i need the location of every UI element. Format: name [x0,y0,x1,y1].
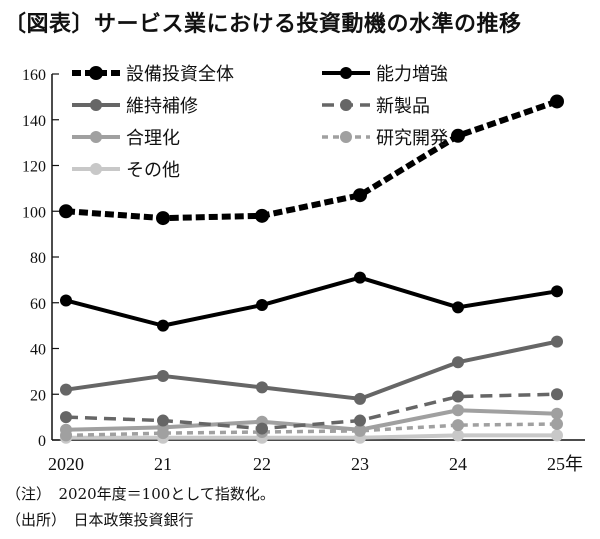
x-tick-label: 23 [351,454,369,474]
data-point [353,188,367,203]
y-tick-label: 40 [30,342,46,359]
legend-item: 設備投資全体 [72,64,234,85]
data-point [550,94,564,109]
series-1 [59,94,564,226]
data-point [354,271,366,284]
legend-item: 合理化 [72,128,180,149]
data-point [60,411,72,424]
legend-label: 維持補修 [126,96,198,117]
chart-title: 〔図表〕サービス業における投資動機の水準の推移 [4,12,522,37]
data-point [59,204,73,219]
legend-swatch-marker [89,66,103,80]
legend-swatch-marker [90,131,102,143]
data-point [256,381,268,394]
series-line [65,339,558,401]
data-point [157,414,169,427]
legend-label: 能力増強 [376,64,448,85]
data-point [256,422,268,435]
series-line [66,433,557,440]
data-point [551,335,563,348]
legend-label: 新製品 [376,96,430,117]
data-point [60,383,72,396]
legend-label: 設備投資全体 [126,64,234,85]
legend-swatch-marker [90,99,102,111]
legend-label: その他 [126,160,180,181]
source-note: （出所） 日本政策投資銀行 [6,511,194,529]
data-point [551,285,563,298]
series-line [65,98,558,222]
data-point [452,301,464,314]
data-point [551,429,563,442]
y-tick-label: 120 [22,159,46,176]
data-point [60,294,72,307]
y-tick-label: 20 [30,387,46,404]
data-point [157,319,169,332]
legend-swatch-marker [340,99,352,111]
data-point [157,369,169,382]
x-tick-label: 2020 [48,454,84,474]
series-4 [60,388,563,435]
y-tick-label: 100 [22,204,46,221]
data-point [255,208,269,223]
series-line [65,275,558,328]
data-point [551,417,563,430]
y-tick-label: 0 [38,433,46,450]
legend-item: 能力増強 [322,64,448,85]
series-3 [60,335,563,405]
legend-swatch-marker [90,163,102,175]
x-tick-label: 25年 [547,454,583,474]
data-point [451,128,465,143]
y-tick-label: 140 [22,113,46,130]
data-point [551,388,563,401]
legend-item: その他 [72,160,180,181]
data-point [452,419,464,432]
footnote: （注） 2020年度＝100として指数化。 [6,485,275,503]
legend-item: 維持補修 [72,96,198,117]
data-point [354,423,366,436]
data-point [256,299,268,312]
legend-swatch-marker [340,67,352,79]
data-point [452,404,464,417]
data-point [354,414,366,427]
data-point [354,392,366,405]
series-2 [60,271,563,332]
x-tick-label: 24 [449,454,467,474]
data-point [452,390,464,403]
data-point [551,407,563,420]
data-point [156,211,170,226]
legend-item: 新製品 [322,96,430,117]
data-point [452,429,464,442]
legend-label: 合理化 [126,128,180,149]
legend-item: 研究開発 [322,128,448,149]
y-tick-label: 60 [30,296,46,313]
series-line [65,408,558,432]
x-tick-label: 22 [253,454,271,474]
data-point [452,356,464,369]
data-point [60,423,72,436]
legend-label: 研究開発 [376,128,448,149]
y-tick-label: 160 [22,67,46,84]
legend-swatch-marker [340,131,352,143]
series-line [65,392,558,431]
x-tick-label: 21 [154,454,172,474]
y-tick-label: 80 [30,250,46,267]
series-line [65,422,558,438]
